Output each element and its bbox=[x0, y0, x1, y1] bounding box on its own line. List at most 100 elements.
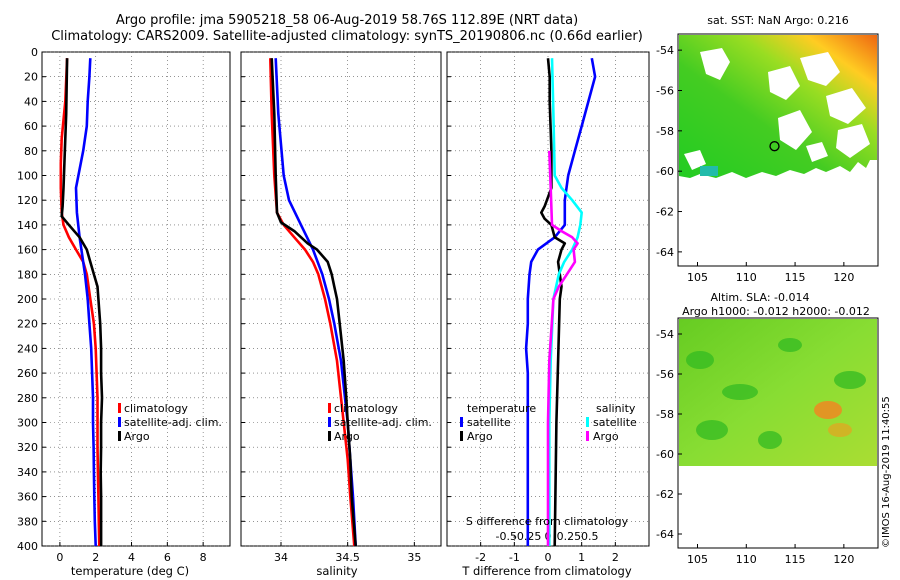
x-tick-label: 1 bbox=[578, 551, 585, 564]
legend-title-temperature: temperature bbox=[467, 402, 536, 415]
y-tick-label: 40 bbox=[24, 95, 38, 108]
figure-title-line2: Climatology: CARS2009. Satellite-adjuste… bbox=[51, 29, 643, 44]
map-y-tick-label: -54 bbox=[656, 328, 674, 341]
map-x-tick-label: 120 bbox=[833, 271, 854, 284]
temperature-xlabel: temperature (deg C) bbox=[71, 564, 189, 578]
sla-map: 105 110 115 120 -54 -56 -58 -60 -62 -64 bbox=[656, 317, 879, 566]
legend-label-argo: Argo bbox=[334, 430, 360, 443]
x-tick-label: 2 bbox=[92, 551, 99, 564]
sla-map-ticks: 105 110 115 120 -54 -56 -58 -60 -62 -64 bbox=[656, 328, 854, 566]
temperature-legend: climatology satellite-adj. clim. Argo bbox=[118, 402, 222, 443]
map-y-tick-label: -62 bbox=[656, 488, 674, 501]
sla-map-title-line1: Altim. SLA: -0.014 bbox=[710, 291, 809, 304]
sla-map-title-line2: Argo h1000: -0.012 h2000: -0.012 bbox=[682, 305, 870, 318]
legend-swatch-sal-argo bbox=[586, 431, 589, 441]
legend-swatch-climatology bbox=[118, 403, 121, 413]
y-tick-label: 20 bbox=[24, 71, 38, 84]
gap-3 bbox=[800, 52, 840, 86]
sst-missing-data bbox=[684, 48, 870, 170]
map-x-tick-label: 105 bbox=[687, 553, 708, 566]
difference-legend: temperature satellite Argo salinity sate… bbox=[460, 402, 637, 443]
map-x-tick-label: 110 bbox=[736, 553, 757, 566]
grid-layer bbox=[42, 51, 649, 547]
map-x-tick-label: 105 bbox=[687, 271, 708, 284]
salinity-diff-tick-label: 0.25 bbox=[557, 530, 582, 543]
series-line-satellite-adj-clim- bbox=[274, 58, 357, 546]
imos-timestamp: ©IMOS 16-Aug-2019 11:40:55 bbox=[881, 396, 892, 548]
legend-swatch-argo bbox=[328, 431, 331, 441]
y-tick-label: 100 bbox=[17, 170, 38, 183]
series-line-temperature-argo bbox=[539, 58, 567, 546]
y-tick-label: 80 bbox=[24, 145, 38, 158]
map-x-tick-label: 115 bbox=[785, 271, 806, 284]
series-line-temperature-satellite bbox=[524, 57, 597, 546]
series-line-argo bbox=[60, 58, 104, 546]
sst-map-title: sat. SST: NaN Argo: 0.216 bbox=[707, 14, 848, 27]
gap-6 bbox=[836, 124, 870, 158]
y-tick-label: 300 bbox=[17, 417, 38, 430]
legend-label-climatology: climatology bbox=[124, 402, 188, 415]
salinity-diff-tick-label: 0.5 bbox=[581, 530, 599, 543]
x-tick-label: 8 bbox=[200, 551, 207, 564]
figure-title-line1: Argo profile: jma 5905218_58 06-Aug-2019… bbox=[116, 13, 578, 28]
map-x-tick-label: 120 bbox=[833, 553, 854, 566]
x-tick-label: 0 bbox=[56, 551, 63, 564]
x-tick-label: -2 bbox=[475, 551, 486, 564]
y-tick-label: 320 bbox=[17, 441, 38, 454]
legend-label-sal-argo: Argo bbox=[593, 430, 619, 443]
series-line-climatology bbox=[269, 58, 356, 546]
legend-swatch-sal-satellite bbox=[586, 417, 589, 427]
legend-swatch-temp-satellite bbox=[460, 417, 463, 427]
sla-blob-4 bbox=[758, 431, 782, 449]
y-tick-label: 140 bbox=[17, 219, 38, 232]
legend-label-argo: Argo bbox=[124, 430, 150, 443]
y-tick-label: 340 bbox=[17, 466, 38, 479]
sla-blob-5 bbox=[834, 371, 866, 389]
x-tick-label: 35 bbox=[407, 551, 421, 564]
gap-4 bbox=[826, 88, 866, 124]
y-tick-label: 0 bbox=[31, 46, 38, 59]
map-y-tick-label: -64 bbox=[656, 246, 674, 259]
gap-7 bbox=[684, 150, 706, 170]
map-x-tick-label: 110 bbox=[736, 271, 757, 284]
sla-texture bbox=[686, 338, 866, 449]
x-tick-label: 34.5 bbox=[335, 551, 360, 564]
map-y-tick-label: -56 bbox=[656, 84, 674, 97]
argo-float-marker bbox=[769, 141, 780, 152]
map-y-tick-label: -58 bbox=[656, 408, 674, 421]
y-tick-label: 260 bbox=[17, 367, 38, 380]
legend-swatch-climatology bbox=[328, 403, 331, 413]
legend-swatch-temp-argo bbox=[460, 431, 463, 441]
y-tick-label: 240 bbox=[17, 342, 38, 355]
legend-label-temp-satellite: satellite bbox=[467, 416, 511, 429]
gap-8 bbox=[806, 142, 828, 162]
map-y-tick-label: -64 bbox=[656, 528, 674, 541]
map-y-tick-label: -56 bbox=[656, 368, 674, 381]
map-y-tick-label: -58 bbox=[656, 125, 674, 138]
series-line-argo bbox=[270, 58, 357, 546]
y-tick-label: 280 bbox=[17, 392, 38, 405]
sla-blob-6 bbox=[778, 338, 802, 352]
y-tick-label: 60 bbox=[24, 120, 38, 133]
salinity-legend: climatology satellite-adj. clim. Argo bbox=[328, 402, 432, 443]
y-tick-label: 160 bbox=[17, 244, 38, 257]
sla-blob-3 bbox=[696, 420, 728, 440]
sla-blob-2 bbox=[722, 384, 758, 400]
salinity-xlabel: salinity bbox=[316, 564, 357, 578]
x-tick-label: 34 bbox=[274, 551, 288, 564]
legend-label-climatology: climatology bbox=[334, 402, 398, 415]
sst-map: 105 110 115 120 -54 -56 -58 -60 -62 -64 bbox=[656, 33, 879, 284]
map-x-tick-label: 115 bbox=[785, 553, 806, 566]
x-tick-label: -1 bbox=[509, 551, 520, 564]
y-tick-label: 360 bbox=[17, 491, 38, 504]
sst-cool-patch bbox=[700, 166, 718, 176]
map-y-tick-label: -62 bbox=[656, 206, 674, 219]
legend-swatch-argo bbox=[118, 431, 121, 441]
legend-swatch-satellite bbox=[328, 417, 331, 427]
series-line-salinity-argo bbox=[546, 150, 579, 546]
legend-title-salinity: salinity bbox=[596, 402, 636, 415]
map-y-tick-label: -54 bbox=[656, 44, 674, 57]
x-tick-label: 4 bbox=[128, 551, 135, 564]
x-tick-label: 6 bbox=[164, 551, 171, 564]
